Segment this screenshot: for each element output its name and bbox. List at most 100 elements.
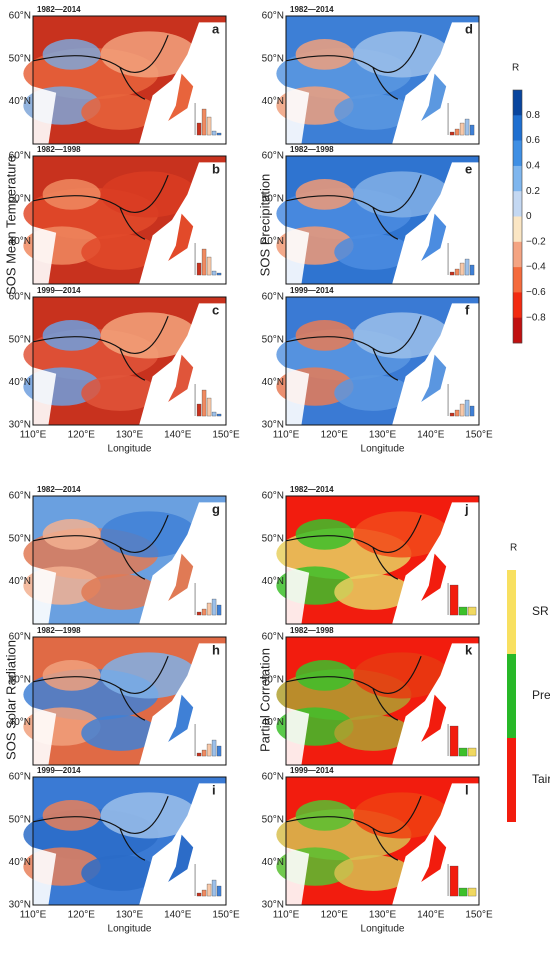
latitude-label: 30°N [262, 900, 284, 911]
map-region [81, 855, 159, 891]
border [32, 655, 169, 721]
map-region [334, 375, 412, 411]
latitude-label: 50°N [262, 193, 284, 204]
longitude-label: 150°E [212, 430, 240, 441]
map-region [42, 519, 101, 550]
inset-bar [464, 258, 470, 276]
map-region [334, 715, 412, 751]
map-panel [23, 636, 227, 766]
map-region [353, 511, 451, 558]
legend-swatch [507, 654, 516, 738]
axis-label: Longitude [361, 924, 405, 935]
panel-letter: d [465, 21, 473, 36]
latitude-label: 40°N [262, 236, 284, 247]
inset-bar [464, 118, 470, 136]
japan [168, 73, 194, 121]
legend-title: R [510, 543, 517, 554]
map-region [100, 31, 198, 78]
longitude-label: 150°E [212, 910, 240, 921]
map-region [42, 800, 101, 831]
latitude-label: 50°N [9, 53, 31, 64]
legend-swatch [507, 570, 516, 654]
row-label: SOS Precipitation [257, 174, 272, 277]
longitude-label: 130°E [116, 430, 144, 441]
inset-bar [216, 132, 222, 136]
sea [286, 226, 310, 284]
panel-period: 1982—1998 [290, 145, 334, 154]
border [285, 514, 422, 580]
latitude-label: 30°N [9, 420, 31, 431]
colorbar-segment [513, 216, 522, 243]
inset-bar [211, 270, 217, 276]
inset-bar [196, 892, 202, 897]
map-region [100, 312, 198, 359]
latitude-label: 40°N [9, 857, 31, 868]
map-region [100, 652, 198, 699]
map-frame [32, 636, 227, 766]
longitude-label: 140°E [164, 430, 192, 441]
latitude-label: 50°N [262, 53, 284, 64]
japan [421, 553, 447, 601]
map-panel [23, 15, 227, 145]
panel-letter: l [465, 782, 469, 797]
japan [421, 213, 447, 261]
panel-letter: j [464, 501, 469, 516]
panel-period: 1982—1998 [37, 145, 81, 154]
inset-bar [206, 883, 212, 897]
latitude-label: 50°N [9, 674, 31, 685]
axis-label: Longitude [108, 924, 152, 935]
map-region [295, 39, 354, 70]
colorbar-segment [513, 90, 522, 116]
inset-bar [467, 747, 477, 757]
colorbar-title: R [512, 63, 519, 74]
latitude-label: 40°N [9, 576, 31, 587]
map-panel [23, 495, 227, 625]
inset-bar [196, 752, 202, 757]
inset-bar [458, 606, 468, 616]
colorbar-segment [513, 115, 522, 141]
latitude-label: 50°N [9, 814, 31, 825]
map-panel [276, 636, 480, 766]
border [285, 34, 422, 100]
map-region [100, 511, 198, 558]
inset-bar [196, 122, 202, 136]
inset-bar [211, 130, 217, 136]
panel-letter: h [212, 642, 220, 657]
colorbar-segment [513, 267, 522, 293]
colorbar-frame [512, 89, 523, 344]
inset-bar [196, 262, 202, 276]
inset-bar [206, 397, 212, 417]
latitude-label: 60°N [9, 292, 31, 303]
border [285, 655, 422, 721]
colorbar-segment [513, 191, 522, 217]
panel-period: 1982—2014 [37, 485, 81, 494]
map-frame [285, 636, 480, 766]
inset-bar [459, 122, 465, 136]
latitude-label: 50°N [262, 533, 284, 544]
inset-bar [454, 128, 460, 136]
map-region [81, 94, 159, 130]
inset-bar [201, 749, 207, 757]
latitude-label: 60°N [9, 11, 31, 22]
inset-bar [206, 256, 212, 276]
panel-letter: k [465, 642, 473, 657]
map-region [100, 171, 198, 218]
legend-item: Tair [532, 772, 550, 786]
map-frame [32, 495, 227, 625]
row-label: Partial Correlation [257, 648, 272, 752]
latitude-label: 50°N [9, 334, 31, 345]
colorbar-segment [513, 140, 522, 167]
colorbar-tick: 0 [526, 211, 532, 222]
sea [33, 367, 57, 425]
colorbar-segment [513, 292, 522, 318]
panel-period: 1982—2014 [290, 485, 334, 494]
inset-bar [449, 865, 459, 897]
border [32, 315, 169, 381]
map-panel [276, 155, 480, 285]
latitude-label: 50°N [9, 193, 31, 204]
colorbar-tick: −0.6 [526, 287, 546, 298]
map-region [353, 792, 451, 839]
inset-bar [454, 409, 460, 417]
border [285, 315, 422, 381]
longitude-label: 130°E [369, 430, 397, 441]
